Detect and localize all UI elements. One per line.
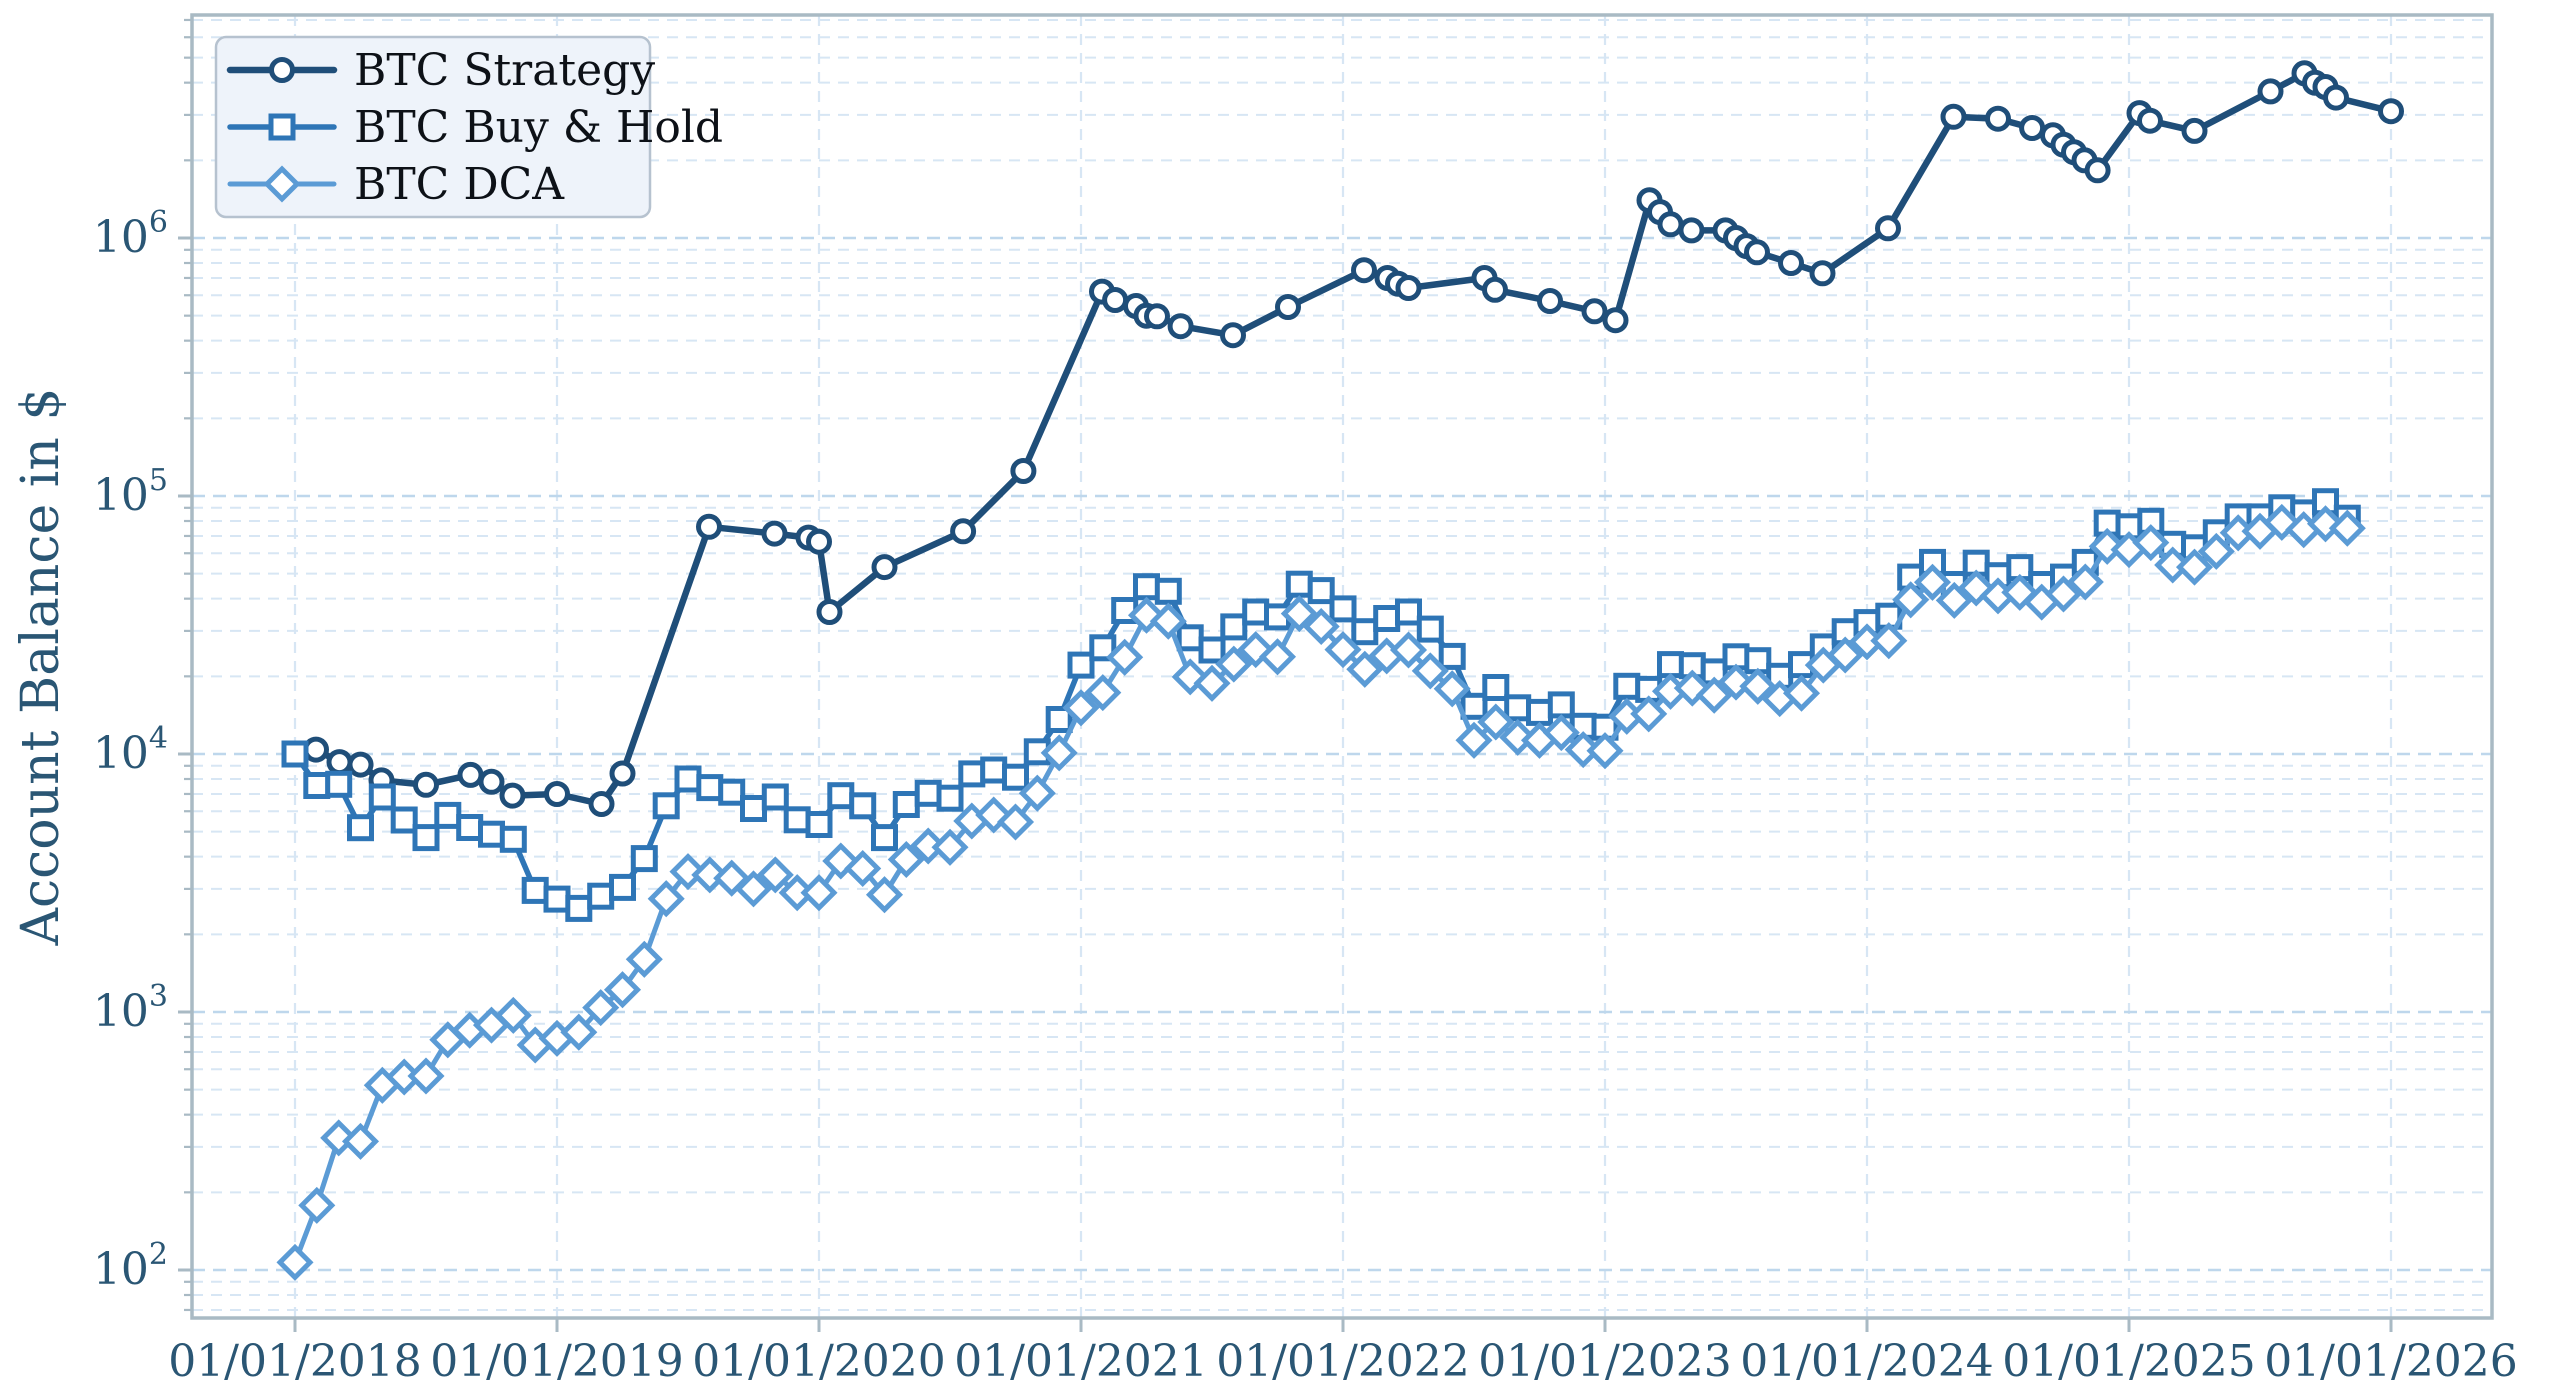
svg-text:103: 103	[93, 979, 168, 1037]
svg-text:BTC Buy & Hold: BTC Buy & Hold	[354, 102, 723, 153]
svg-text:01/01/2019: 01/01/2019	[430, 1336, 684, 1387]
svg-text:01/01/2025: 01/01/2025	[2002, 1336, 2256, 1387]
svg-text:01/01/2026: 01/01/2026	[2264, 1336, 2518, 1387]
svg-text:BTC DCA: BTC DCA	[354, 159, 565, 210]
svg-text:01/01/2021: 01/01/2021	[954, 1336, 1208, 1387]
legend-box	[214, 35, 652, 219]
svg-text:105: 105	[93, 463, 168, 521]
series-btc-strategy	[282, 60, 2404, 817]
y-axis-label: Account Balance in $	[11, 387, 71, 946]
series-btc-dca	[276, 503, 2366, 1281]
svg-text:01/01/2020: 01/01/2020	[692, 1336, 946, 1387]
svg-text:102: 102	[93, 1237, 168, 1295]
svg-text:01/01/2023: 01/01/2023	[1478, 1336, 1732, 1387]
axis-labels: 01/01/2018 01/01/2019 01/01/2020 01/01/2021…	[93, 205, 2518, 1387]
svg-text:01/01/2018: 01/01/2018	[168, 1336, 422, 1387]
svg-text:01/01/2022: 01/01/2022	[1216, 1336, 1470, 1387]
legend-item-btc-strategy: BTC Strategy	[226, 45, 655, 96]
legend: BTC Strategy BTC Buy & Hold BTC DCA	[214, 35, 723, 219]
axis-ticks	[178, 18, 2393, 1332]
svg-text:104: 104	[93, 721, 168, 779]
legend-item-btc-dca: BTC DCA	[227, 159, 565, 210]
legend-item-btc-buy-hold: BTC Buy & Hold	[227, 102, 723, 153]
svg-text:01/01/2024: 01/01/2024	[1740, 1336, 1994, 1387]
gridlines	[192, 15, 2492, 1318]
svg-text:BTC Strategy: BTC Strategy	[354, 45, 655, 96]
svg-text:106: 106	[93, 205, 168, 263]
